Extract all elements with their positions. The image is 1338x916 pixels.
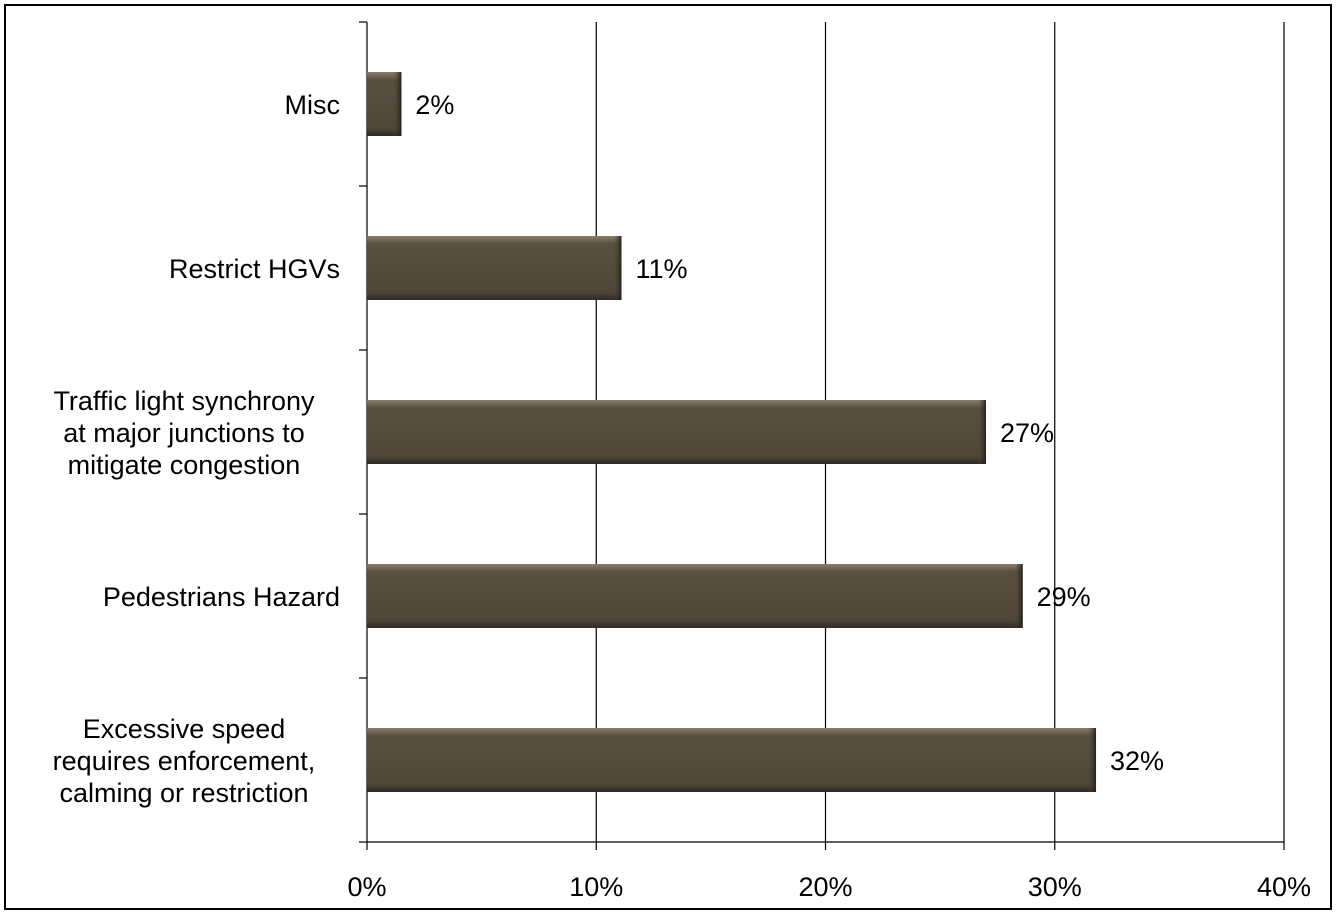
- bar-end-shade: [977, 400, 986, 464]
- category-label: Traffic light synchrony at major junction…: [53, 386, 315, 480]
- data-label: 27%: [1000, 418, 1054, 448]
- bar-end-shade: [1014, 564, 1023, 628]
- bar-end-shade: [1088, 728, 1097, 792]
- category-label-line: Restrict HGVs: [169, 254, 340, 284]
- bars: [367, 72, 1097, 792]
- category-label: Pedestrians Hazard: [103, 582, 340, 612]
- category-label-line: mitigate congestion: [68, 450, 301, 480]
- category-label: Misc: [285, 90, 341, 120]
- bar-end-shade: [613, 236, 622, 300]
- bar-bevel: [367, 236, 622, 300]
- data-label: 2%: [415, 90, 454, 120]
- bar-group: [367, 728, 1097, 792]
- x-tick-label: 0%: [347, 872, 386, 902]
- bar-bevel: [367, 728, 1097, 792]
- bar-bevel: [367, 400, 986, 464]
- x-tick-label: 10%: [569, 872, 623, 902]
- category-label-line: Misc: [285, 90, 341, 120]
- category-label-line: requires enforcement,: [53, 746, 316, 776]
- category-label-line: at major junctions to: [63, 418, 305, 448]
- bar-end-shade: [393, 72, 402, 136]
- data-label: 32%: [1110, 746, 1164, 776]
- data-label: 29%: [1037, 582, 1091, 612]
- bar-group: [367, 564, 1023, 628]
- bar-group: [367, 400, 986, 464]
- bar-bevel: [367, 564, 1023, 628]
- x-tick-label: 20%: [798, 872, 852, 902]
- category-label-line: Traffic light synchrony: [53, 386, 315, 416]
- x-tick-label: 30%: [1028, 872, 1082, 902]
- labels: 0% 10% 20% 30% 40% 2% Misc 11% Restrict HGVs 27% T…: [53, 90, 1311, 902]
- x-tick-label: 40%: [1257, 872, 1311, 902]
- bar-group: [367, 236, 622, 300]
- data-label: 11%: [635, 254, 687, 284]
- category-label: Excessive speed requires enforcement, calm…: [53, 714, 316, 808]
- category-label-line: Pedestrians Hazard: [103, 582, 340, 612]
- category-label: Restrict HGVs: [169, 254, 340, 284]
- category-label-line: Excessive speed: [83, 714, 286, 744]
- bar-group: [367, 72, 402, 136]
- category-label-line: calming or restriction: [59, 778, 308, 808]
